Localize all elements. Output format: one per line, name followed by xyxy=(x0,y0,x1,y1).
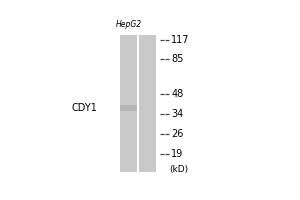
Bar xyxy=(139,35,156,172)
Text: 48: 48 xyxy=(171,89,183,99)
Text: CDY1: CDY1 xyxy=(71,103,97,113)
Text: 26: 26 xyxy=(171,129,184,139)
Text: 19: 19 xyxy=(171,149,183,159)
Text: 34: 34 xyxy=(171,109,183,119)
Bar xyxy=(120,105,137,111)
Text: 117: 117 xyxy=(171,35,190,45)
Text: HepG2: HepG2 xyxy=(116,20,142,29)
Text: (kD): (kD) xyxy=(169,165,188,174)
Text: 85: 85 xyxy=(171,54,184,64)
Bar xyxy=(120,35,137,172)
